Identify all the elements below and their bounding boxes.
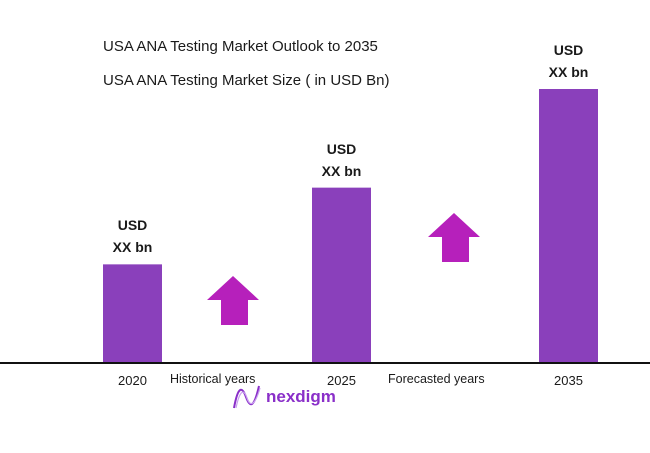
x-tick-2025: 2025 bbox=[327, 373, 356, 388]
data-label-currency: USD bbox=[553, 42, 584, 58]
logo-wave-icon bbox=[233, 385, 261, 409]
bar-2035 bbox=[539, 89, 598, 363]
data-label-value: XX bn bbox=[548, 64, 589, 80]
logo-text: nexdigm bbox=[266, 387, 336, 406]
up-arrow-icon bbox=[428, 213, 480, 262]
annotation-forecasted: Forecasted years bbox=[388, 372, 485, 386]
data-label-2035: USD XX bn bbox=[529, 39, 609, 83]
data-label-currency: USD bbox=[326, 140, 357, 157]
x-tick-2020: 2020 bbox=[118, 373, 147, 388]
data-label-currency: USD bbox=[117, 217, 148, 234]
chart-title: USA ANA Testing Market Outlook to 2035 bbox=[103, 38, 378, 55]
nexdigm-logo: nexdigm bbox=[232, 384, 336, 410]
data-label-value: XX bn bbox=[321, 162, 362, 179]
bar-2020 bbox=[103, 264, 162, 363]
bar-2025 bbox=[312, 187, 371, 363]
up-arrow-icon bbox=[207, 276, 259, 325]
data-label-value: XX bn bbox=[112, 239, 153, 256]
data-label-2025: USD XX bn bbox=[302, 138, 382, 182]
x-tick-2035: 2035 bbox=[554, 373, 583, 388]
chart-subtitle: USA ANA Testing Market Size ( in USD Bn) bbox=[103, 72, 390, 89]
annotation-historical: Historical years bbox=[170, 372, 256, 386]
data-label-2020: USD XX bn bbox=[93, 214, 173, 258]
